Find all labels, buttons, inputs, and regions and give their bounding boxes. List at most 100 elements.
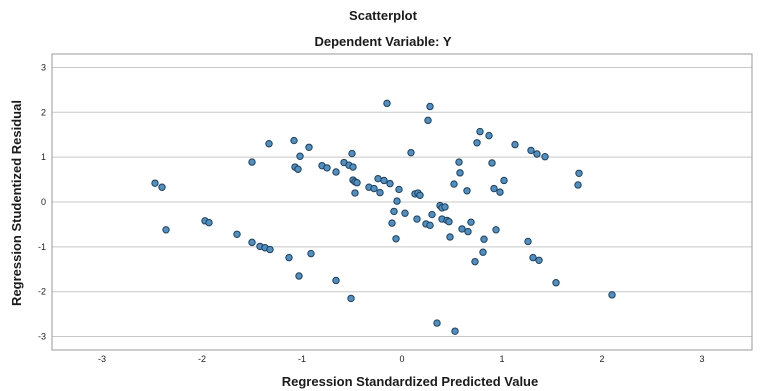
plot-frame bbox=[51, 53, 753, 351]
scatter-point bbox=[471, 257, 479, 266]
scatter-point bbox=[433, 319, 441, 327]
y-axis-label: Regression Studentized Residual bbox=[9, 100, 24, 306]
scatter-point bbox=[527, 146, 535, 155]
scatter-point bbox=[290, 136, 298, 145]
scatter-point bbox=[307, 249, 315, 258]
tick-labels: -3 -2 -1 0 1 2 3 -3 -2 -1 0 1 2 3 bbox=[38, 62, 705, 364]
scatter-point bbox=[464, 227, 472, 236]
scatter-point bbox=[376, 188, 384, 197]
scatter-point bbox=[445, 218, 453, 226]
scatter-point bbox=[158, 183, 166, 191]
scatter-point bbox=[467, 218, 475, 226]
scatter-point bbox=[390, 207, 398, 216]
scatter-point bbox=[479, 248, 487, 256]
y-tick-label: 3 bbox=[41, 62, 46, 72]
scatter-point bbox=[248, 238, 256, 247]
scatter-point bbox=[416, 191, 424, 199]
scatter-point bbox=[608, 291, 616, 299]
scatter-point bbox=[205, 218, 213, 227]
scatter-point bbox=[533, 150, 541, 158]
scatter-point bbox=[332, 168, 340, 176]
scatter-point bbox=[305, 143, 313, 151]
scatter-point bbox=[349, 163, 357, 171]
y-tick-label: -1 bbox=[38, 242, 46, 252]
y-tick-label: -3 bbox=[38, 332, 46, 342]
scatter-point bbox=[265, 139, 273, 148]
scatter-point bbox=[162, 226, 170, 234]
scatter-point bbox=[374, 174, 382, 183]
scatter-point bbox=[541, 153, 549, 161]
scatter-point bbox=[353, 179, 361, 187]
scatter-point bbox=[393, 197, 401, 205]
scatter-point bbox=[456, 169, 464, 177]
scatter-point bbox=[424, 116, 432, 125]
scatter-point bbox=[401, 209, 409, 217]
scatter-point bbox=[347, 294, 355, 303]
scatter-point bbox=[294, 165, 302, 173]
scatter-point bbox=[485, 131, 493, 140]
scatter-point bbox=[285, 253, 293, 262]
scatter-point bbox=[476, 127, 484, 136]
scatter-point bbox=[151, 179, 159, 187]
data-points bbox=[151, 99, 616, 335]
scatter-point bbox=[535, 256, 543, 265]
y-tick-label: 0 bbox=[41, 197, 46, 207]
scatter-point bbox=[383, 99, 391, 108]
scatter-point bbox=[496, 188, 504, 196]
scatter-point bbox=[426, 102, 434, 111]
scatter-point bbox=[490, 184, 498, 193]
scatter-point bbox=[492, 226, 500, 234]
scatter-point bbox=[500, 176, 508, 185]
scatter-point bbox=[458, 225, 466, 233]
scatter-point bbox=[455, 158, 463, 166]
scatter-point bbox=[488, 159, 496, 167]
x-tick-label: 2 bbox=[599, 354, 604, 364]
scatter-point bbox=[351, 189, 359, 197]
scatter-point bbox=[295, 272, 303, 280]
chart-title: Scatterplot bbox=[349, 8, 418, 23]
scatter-point bbox=[386, 179, 394, 188]
x-tick-label: 1 bbox=[499, 354, 504, 364]
scatter-point bbox=[446, 233, 454, 241]
scatter-point bbox=[552, 279, 560, 287]
scatter-point bbox=[392, 235, 400, 243]
scatter-point bbox=[266, 245, 274, 254]
scatter-point bbox=[428, 210, 436, 219]
scatter-point bbox=[575, 169, 583, 177]
scatter-point bbox=[407, 148, 415, 157]
y-tick-label: -2 bbox=[38, 287, 46, 297]
y-tick-label: 1 bbox=[41, 152, 46, 162]
scatter-point bbox=[233, 230, 241, 238]
scatter-point bbox=[332, 276, 340, 285]
scatter-point bbox=[451, 327, 459, 335]
scatter-point bbox=[370, 184, 378, 193]
scatter-point bbox=[529, 253, 537, 262]
scatter-point bbox=[323, 164, 331, 172]
scatter-point bbox=[348, 149, 356, 158]
y-tick-label: 2 bbox=[41, 107, 46, 117]
scatter-point bbox=[480, 235, 488, 243]
x-tick-label: -3 bbox=[98, 354, 106, 364]
scatter-point bbox=[463, 187, 471, 195]
chart-subtitle: Dependent Variable: Y bbox=[314, 34, 451, 49]
scatter-point bbox=[524, 237, 532, 246]
x-tick-label: -2 bbox=[198, 354, 206, 364]
gridlines bbox=[52, 66, 752, 338]
scatter-point bbox=[441, 203, 449, 211]
scatter-point bbox=[450, 180, 458, 188]
scatter-point bbox=[296, 152, 304, 160]
x-axis-label: Regression Standardized Predicted Value bbox=[282, 374, 538, 389]
scatter-point bbox=[395, 185, 403, 194]
scatter-point bbox=[388, 219, 396, 227]
scatter-point bbox=[426, 221, 434, 230]
scatter-point bbox=[413, 215, 421, 223]
x-tick-label: -1 bbox=[298, 354, 306, 364]
scatter-point bbox=[473, 139, 481, 147]
x-tick-label: 0 bbox=[399, 354, 404, 364]
scatter-point bbox=[574, 181, 582, 189]
scatter-point bbox=[380, 176, 388, 185]
scatter-point bbox=[248, 158, 256, 166]
scatter-point bbox=[511, 140, 519, 149]
